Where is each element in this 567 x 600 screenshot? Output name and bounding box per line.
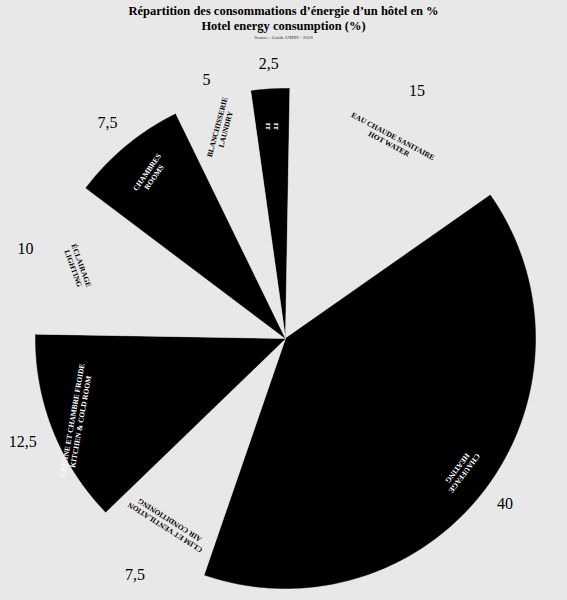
svg-text:7,5: 7,5 bbox=[125, 566, 145, 583]
svg-text:CHAMBRESROOMS: CHAMBRESROOMS bbox=[131, 152, 170, 198]
svg-text:15: 15 bbox=[409, 82, 425, 99]
svg-text:CLIM ET VENTILATIONAIR CONDITI: CLIM ET VENTILATIONAIR CONDITIONING bbox=[126, 493, 209, 555]
svg-text:5: 5 bbox=[203, 71, 211, 88]
svg-text:CHAUFFAGEHEATING: CHAUFFAGEHEATING bbox=[440, 447, 482, 495]
html-text:Source : Guide UMIH - 2018: Source : Guide UMIH - 2018 bbox=[254, 35, 313, 40]
svg-text:2,5: 2,5 bbox=[259, 55, 279, 72]
svg-text:ÉCLAIRAGELIGHTING: ÉCLAIRAGELIGHTING bbox=[61, 242, 94, 291]
svg-text:CUISINE ET CHAMBRE FROIDEKITCH: CUISINE ET CHAMBRE FROIDEKITCHEN & COLD … bbox=[58, 363, 95, 479]
svg-text:7,5: 7,5 bbox=[97, 114, 117, 131]
svg-text:EAU CHAUDE SANITAIREHOT WATER: EAU CHAUDE SANITAIREHOT WATER bbox=[346, 110, 437, 169]
svg-text:40: 40 bbox=[497, 495, 513, 512]
svg-text:BLANCHISSERIELAUNDRY: BLANCHISSERIELAUNDRY bbox=[205, 96, 238, 160]
svg-text:ITIT: ITIT bbox=[264, 123, 280, 131]
html-text:Hotel energy consumption (%): Hotel energy consumption (%) bbox=[201, 19, 366, 33]
svg-text:12,5: 12,5 bbox=[9, 433, 37, 450]
html-text:Répartition des consommations: Répartition des consommations d’énergie … bbox=[128, 4, 439, 18]
svg-text:10: 10 bbox=[17, 240, 33, 257]
